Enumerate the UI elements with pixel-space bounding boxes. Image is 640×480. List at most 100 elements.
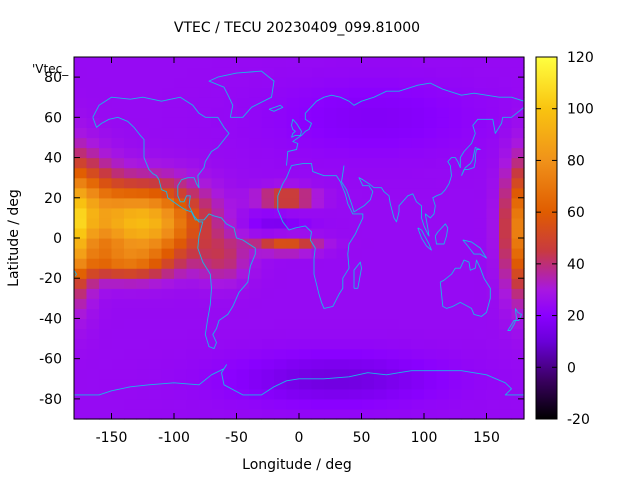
heatmap-cell bbox=[386, 127, 400, 139]
heatmap-cell bbox=[411, 338, 425, 350]
heatmap-cell bbox=[211, 358, 225, 370]
heatmap-cell bbox=[299, 157, 313, 169]
heatmap-cell bbox=[474, 137, 488, 149]
heatmap-cell bbox=[249, 157, 263, 169]
heatmap-cell bbox=[199, 358, 213, 370]
heatmap-cell bbox=[324, 378, 338, 390]
heatmap-cell bbox=[499, 358, 513, 370]
heatmap-cell bbox=[249, 197, 263, 209]
heatmap-cell bbox=[124, 187, 138, 199]
heatmap-cell bbox=[236, 248, 250, 259]
heatmap-cell bbox=[174, 378, 188, 390]
heatmap-cell bbox=[349, 77, 363, 88]
heatmap-cell bbox=[349, 358, 363, 370]
heatmap-cell bbox=[511, 77, 525, 88]
heatmap-cell bbox=[349, 288, 363, 299]
heatmap-cell bbox=[261, 338, 275, 350]
heatmap-cell bbox=[111, 338, 125, 350]
heatmap-cell bbox=[286, 248, 300, 259]
heatmap-cell bbox=[374, 107, 388, 118]
heatmap-cell bbox=[111, 77, 125, 88]
heatmap-cell bbox=[299, 238, 313, 249]
heatmap-cell bbox=[361, 157, 375, 169]
heatmap-cell bbox=[111, 147, 125, 159]
heatmap-cell bbox=[236, 348, 250, 360]
heatmap-cell bbox=[511, 388, 525, 400]
heatmap-cell bbox=[411, 258, 425, 269]
heatmap-cell bbox=[411, 308, 425, 320]
heatmap-cell bbox=[399, 117, 413, 128]
heatmap-cell bbox=[236, 318, 250, 330]
heatmap-cell bbox=[261, 187, 275, 199]
heatmap-cell bbox=[324, 298, 338, 309]
heatmap-cell bbox=[324, 177, 338, 189]
heatmap-cell bbox=[224, 318, 238, 330]
heatmap-cell bbox=[199, 368, 213, 380]
heatmap-cell bbox=[74, 57, 88, 68]
heatmap-cell bbox=[424, 298, 438, 309]
heatmap-cell bbox=[486, 97, 500, 108]
heatmap-cell bbox=[211, 127, 225, 139]
heatmap-cell bbox=[124, 268, 138, 279]
heatmap-cell bbox=[174, 338, 188, 350]
heatmap-cell bbox=[199, 127, 213, 139]
heatmap-cell bbox=[224, 207, 238, 219]
heatmap-cell bbox=[124, 207, 138, 219]
heatmap-cell bbox=[449, 67, 463, 78]
heatmap-cell bbox=[436, 258, 450, 269]
heatmap-cell bbox=[224, 67, 238, 78]
heatmap-cell bbox=[211, 278, 225, 289]
heatmap-cell bbox=[424, 217, 438, 229]
heatmap-cell bbox=[436, 157, 450, 169]
heatmap-cell bbox=[149, 87, 163, 98]
heatmap-cell bbox=[261, 107, 275, 118]
heatmap-cell bbox=[499, 217, 513, 229]
heatmap-cell bbox=[436, 298, 450, 309]
heatmap-cell bbox=[486, 197, 500, 209]
heatmap-cell bbox=[386, 147, 400, 159]
heatmap-cell bbox=[486, 127, 500, 139]
heatmap-cell bbox=[211, 328, 225, 340]
heatmap-cell bbox=[174, 368, 188, 380]
heatmap-cell bbox=[286, 197, 300, 209]
heatmap-cell bbox=[149, 248, 163, 259]
heatmap-cell bbox=[424, 197, 438, 209]
heatmap-cell bbox=[511, 97, 525, 108]
heatmap-cell bbox=[136, 217, 150, 229]
heatmap-cell bbox=[186, 77, 200, 88]
heatmap-cell bbox=[174, 67, 188, 78]
heatmap-cell bbox=[236, 217, 250, 229]
heatmap-cell bbox=[386, 268, 400, 279]
heatmap-cell bbox=[199, 187, 213, 199]
heatmap-cell bbox=[174, 278, 188, 289]
heatmap-cell bbox=[74, 197, 88, 209]
heatmap-cell bbox=[274, 268, 288, 279]
heatmap-cell bbox=[324, 268, 338, 279]
heatmap-cell bbox=[499, 187, 513, 199]
heatmap-cell bbox=[161, 187, 175, 199]
heatmap-cell bbox=[274, 167, 288, 179]
heatmap-cell bbox=[349, 117, 363, 128]
heatmap-cell bbox=[424, 268, 438, 279]
heatmap-cell bbox=[374, 338, 388, 350]
heatmap-cell bbox=[511, 378, 525, 390]
heatmap-cell bbox=[149, 137, 163, 149]
heatmap-cell bbox=[161, 378, 175, 390]
heatmap-cell bbox=[261, 408, 275, 420]
heatmap-cell bbox=[249, 227, 263, 239]
heatmap-cell bbox=[386, 137, 400, 149]
heatmap-cell bbox=[399, 358, 413, 370]
heatmap-cell bbox=[124, 338, 138, 350]
heatmap-cell bbox=[411, 288, 425, 299]
heatmap-cell bbox=[411, 207, 425, 219]
heatmap-cell bbox=[311, 278, 325, 289]
heatmap-cell bbox=[461, 177, 475, 189]
heatmap-cell bbox=[111, 67, 125, 78]
heatmap-cell bbox=[186, 258, 200, 269]
heatmap-cell bbox=[324, 147, 338, 159]
heatmap-cell bbox=[461, 227, 475, 239]
heatmap-cell bbox=[274, 388, 288, 400]
heatmap-cell bbox=[424, 338, 438, 350]
heatmap-cell bbox=[436, 197, 450, 209]
heatmap-cell bbox=[174, 97, 188, 108]
